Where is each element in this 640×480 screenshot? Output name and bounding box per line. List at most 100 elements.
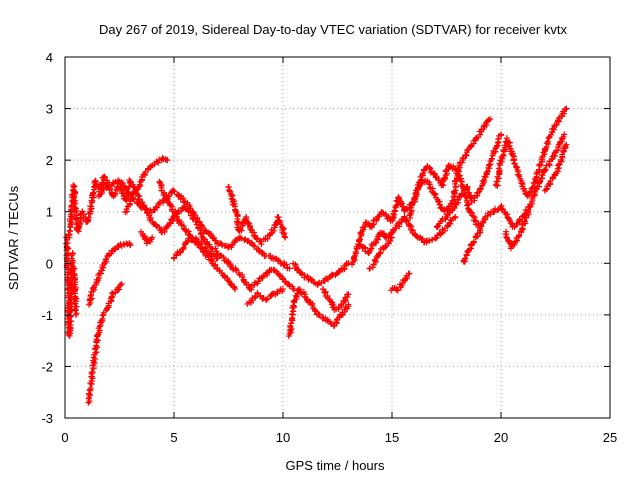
data-point-plus — [454, 170, 461, 177]
data-point-plus — [187, 233, 194, 240]
data-point-plus — [254, 235, 261, 242]
data-point-plus — [518, 180, 525, 187]
data-point-plus — [70, 268, 77, 275]
data-point-plus — [391, 208, 398, 215]
data-point-plus — [312, 307, 319, 314]
data-point-plus — [472, 217, 479, 224]
data-point-plus — [299, 270, 306, 277]
data-point-plus — [503, 135, 510, 142]
data-point-plus — [90, 189, 97, 196]
data-point-plus — [330, 322, 337, 329]
data-point-plus — [478, 223, 485, 230]
data-point-plus — [255, 278, 262, 285]
data-point-plus — [74, 226, 81, 233]
data-point-plus — [224, 259, 231, 266]
data-point-plus — [149, 234, 156, 241]
data-point-plus — [402, 276, 409, 283]
data-point-plus — [521, 218, 528, 225]
data-point-plus — [462, 151, 469, 158]
data-point-plus — [498, 131, 504, 138]
data-point-plus — [212, 261, 219, 268]
data-point-plus — [553, 122, 560, 129]
data-point-plus — [127, 242, 134, 249]
data-point-plus — [494, 207, 501, 214]
data-point-plus — [485, 116, 492, 123]
data-point-plus — [260, 273, 267, 280]
data-point-plus — [434, 223, 441, 230]
data-point-plus — [93, 336, 100, 343]
data-point-plus — [115, 177, 122, 184]
data-point-plus — [545, 161, 552, 168]
data-point-plus — [495, 165, 502, 172]
chart-title: Day 267 of 2019, Sidereal Day-to-day VTE… — [99, 22, 567, 37]
data-point-plus — [136, 181, 143, 188]
data-point-plus — [335, 269, 342, 276]
data-point-plus — [180, 195, 187, 202]
data-point-plus — [280, 286, 286, 293]
data-point-plus — [389, 234, 395, 241]
data-point-plus — [563, 105, 570, 112]
data-point-plus — [232, 265, 239, 272]
data-point-plus — [345, 301, 352, 308]
data-point-plus — [241, 237, 248, 244]
data-point-plus — [418, 180, 425, 187]
data-point-plus — [345, 260, 352, 267]
data-point-plus — [462, 256, 469, 263]
data-point-plus — [406, 221, 413, 228]
x-axis-label: GPS time / hours — [286, 458, 385, 473]
data-point-plus — [549, 125, 556, 132]
data-point-plus — [345, 291, 352, 298]
data-point-plus — [212, 237, 219, 244]
data-point-plus — [111, 246, 118, 253]
data-point-plus — [103, 256, 110, 263]
data-point-plus — [232, 286, 239, 293]
data-point-plus — [274, 290, 281, 297]
x-tick-label: 10 — [276, 430, 290, 445]
data-point-plus — [112, 190, 119, 197]
data-point-plus — [226, 187, 233, 194]
data-point-plus — [239, 273, 246, 280]
data-point-plus — [376, 250, 383, 257]
axis-ticks: 0 5 10 15 20 25 -3 -2 -1 0 1 2 3 4 — [41, 50, 617, 445]
data-point-plus — [107, 250, 114, 257]
data-point-plus — [170, 187, 177, 194]
data-point-plus — [246, 220, 253, 227]
data-point-plus — [144, 210, 151, 217]
data-point-plus — [297, 289, 304, 296]
data-point-plus — [544, 138, 551, 145]
data-point-plus — [515, 171, 522, 178]
data-point-plus — [88, 203, 95, 210]
data-point-plus — [287, 322, 294, 329]
data-point-plus — [308, 302, 315, 309]
data-point-plus — [180, 244, 187, 251]
data-point-plus — [214, 255, 221, 262]
data-point-plus — [351, 253, 358, 260]
data-point-plus — [470, 238, 477, 245]
data-point-plus — [538, 162, 545, 169]
data-point-plus — [447, 216, 454, 223]
data-point-plus — [99, 186, 106, 193]
data-point-plus — [85, 390, 92, 397]
y-tick-label: -1 — [41, 308, 53, 323]
y-tick-label: 2 — [46, 153, 53, 168]
data-point-plus — [382, 234, 389, 241]
data-point-plus — [406, 270, 413, 277]
data-point-plus — [72, 300, 79, 307]
data-point-plus — [118, 280, 125, 287]
x-tick-label: 0 — [61, 430, 68, 445]
data-point-plus — [164, 157, 171, 164]
data-point-plus — [101, 173, 108, 180]
data-point-plus — [171, 188, 178, 195]
data-point-plus — [319, 286, 326, 293]
data-point-plus — [189, 216, 196, 223]
data-point-plus — [87, 385, 94, 392]
data-point-plus — [387, 238, 394, 245]
data-point-plus — [341, 265, 348, 272]
data-point-plus — [548, 131, 555, 138]
data-point-plus — [542, 166, 549, 173]
data-point-plus — [379, 209, 386, 216]
data-point-plus — [143, 209, 150, 216]
y-tick-label: 0 — [46, 256, 53, 271]
data-point-plus — [71, 183, 78, 190]
